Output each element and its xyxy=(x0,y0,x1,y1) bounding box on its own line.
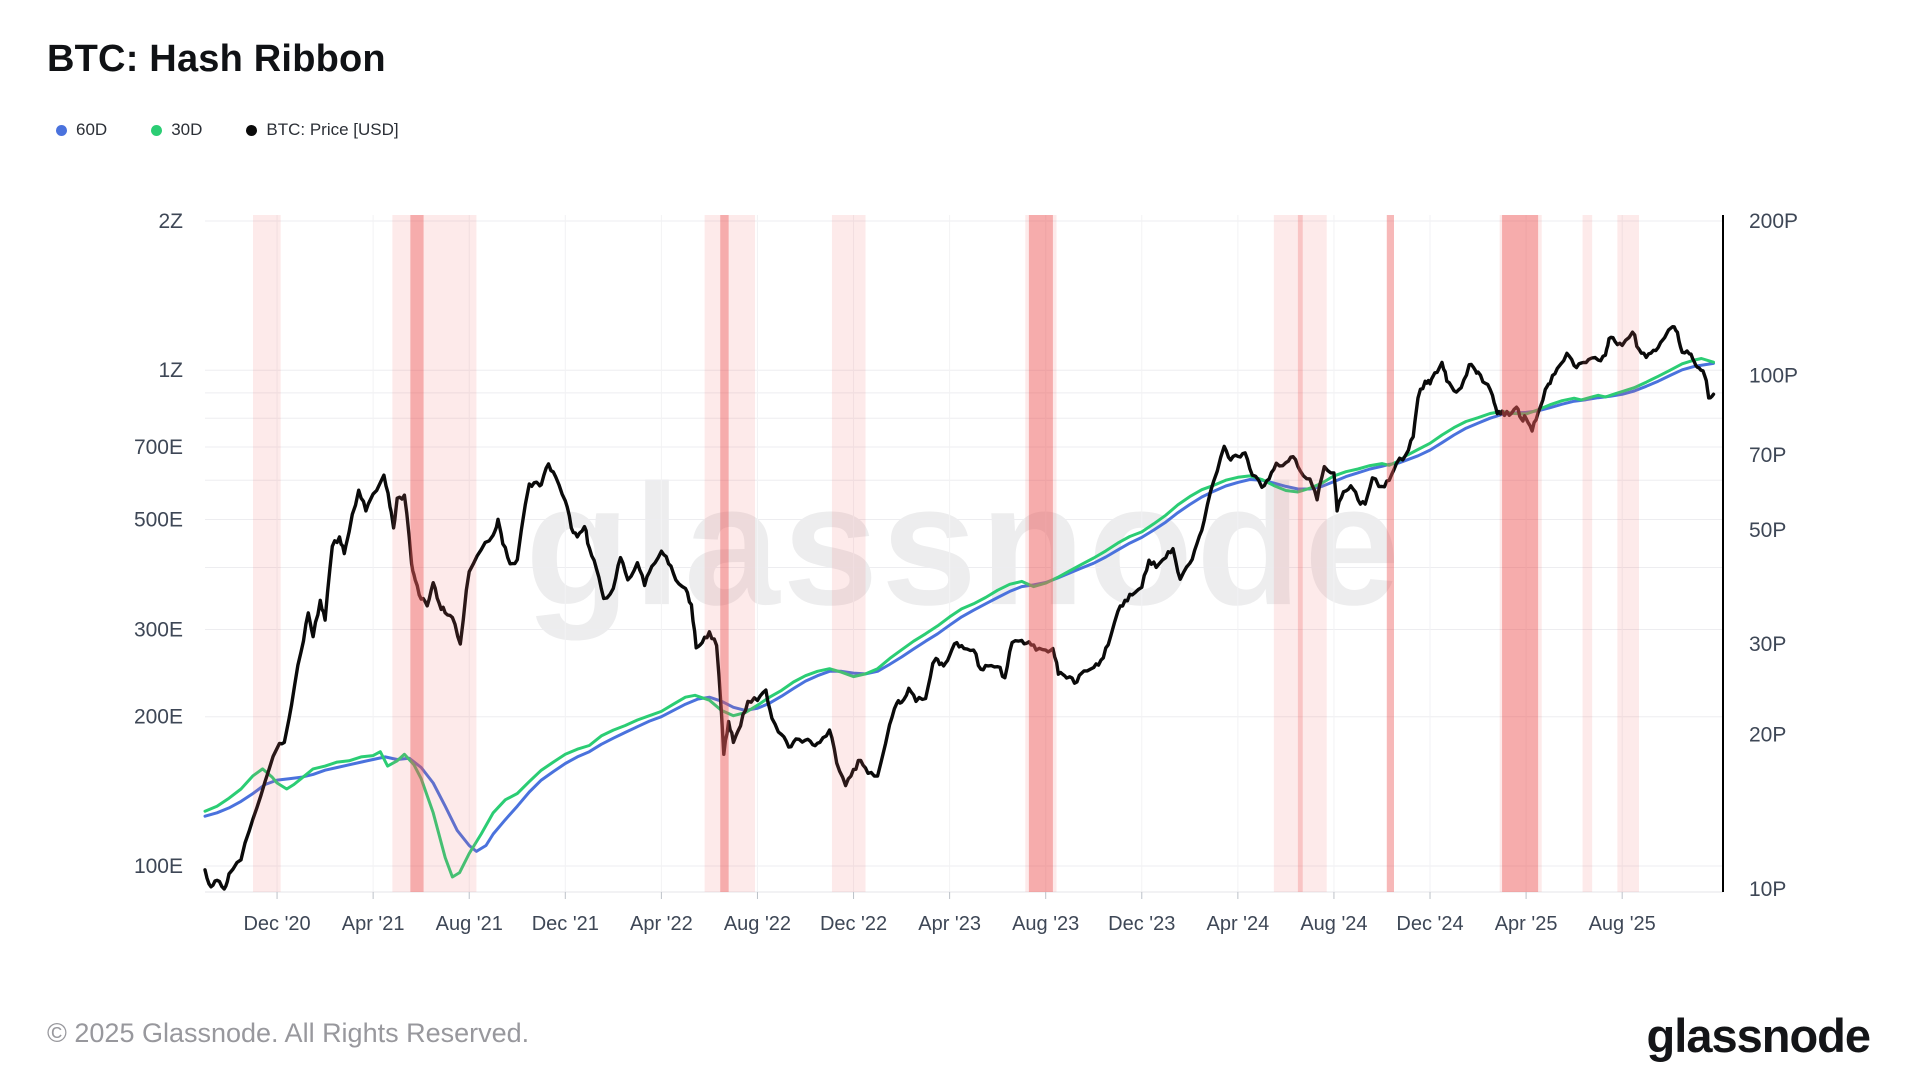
y-axis-left-label: 500E xyxy=(134,508,183,531)
footer-copyright: © 2025 Glassnode. All Rights Reserved. xyxy=(47,1018,530,1048)
y-axis-right-label: 30P xyxy=(1749,633,1786,656)
chart-legend: 60D 30D BTC: Price [USD] xyxy=(56,120,399,140)
legend-item-btc-price[interactable]: BTC: Price [USD] xyxy=(246,120,399,140)
y-axis-right-label: 100P xyxy=(1749,365,1798,388)
y-axis-left-label: 300E xyxy=(134,618,183,641)
legend-dot-btc-price-icon xyxy=(246,124,258,136)
x-axis-label: Aug '24 xyxy=(1300,913,1367,935)
legend-dot-30d-icon xyxy=(151,124,163,136)
x-axis-label: Dec '24 xyxy=(1396,913,1463,935)
y-axis-right-label: 10P xyxy=(1749,878,1786,901)
series-line-btc-price-usd- xyxy=(203,325,1716,891)
capitulation-band-dark xyxy=(1386,215,1394,892)
capitulation-band-light xyxy=(1582,215,1593,892)
x-axis-label: Apr '21 xyxy=(342,913,405,935)
capitulation-band-dark xyxy=(720,215,729,892)
capitulation-band-dark xyxy=(1502,215,1539,892)
legend-item-60d[interactable]: 60D xyxy=(56,120,107,140)
capitulation-band-light xyxy=(253,215,281,892)
legend-dot-60d-icon xyxy=(56,124,67,136)
x-axis-label: Aug '21 xyxy=(436,913,503,935)
capitulation-band-light xyxy=(392,215,477,892)
legend-label-30d: 30D xyxy=(171,120,203,139)
capitulation-band-dark xyxy=(1028,215,1053,892)
x-axis-label: Apr '22 xyxy=(630,913,693,935)
x-axis-label: Aug '23 xyxy=(1012,913,1079,935)
x-axis-label: Dec '22 xyxy=(820,913,887,935)
y-axis-left-label: 700E xyxy=(134,436,183,459)
legend-label-btc-price: BTC: Price [USD] xyxy=(266,120,399,139)
capitulation-band-light xyxy=(1025,215,1057,892)
series-line-30d xyxy=(203,357,1715,879)
y-axis-left-label: 100E xyxy=(134,855,183,878)
page-title: BTC: Hash Ribbon xyxy=(47,38,386,80)
y-axis-right-label: 70P xyxy=(1749,444,1786,467)
x-axis-label: Aug '22 xyxy=(724,913,791,935)
capitulation-band-light xyxy=(1499,215,1542,892)
y-axis-right-label: 200P xyxy=(1749,210,1798,233)
capitulation-band-medium xyxy=(1297,215,1303,892)
x-axis-label: Apr '25 xyxy=(1495,913,1558,935)
y-axis-left-label: 2Z xyxy=(158,210,183,233)
series-line-60d xyxy=(203,361,1715,853)
capitulation-band-light xyxy=(831,215,866,892)
x-axis-label: Dec '20 xyxy=(243,913,310,935)
capitulation-band-dark xyxy=(410,215,424,892)
x-axis-label: Dec '23 xyxy=(1108,913,1175,935)
x-axis-label: Dec '21 xyxy=(532,913,599,935)
capitulation-band-light xyxy=(1617,215,1639,892)
capitulation-band-light xyxy=(704,215,756,892)
y-axis-right-label: 20P xyxy=(1749,723,1786,746)
x-axis-label: Aug '25 xyxy=(1589,913,1656,935)
capitulation-band-light xyxy=(1273,215,1327,892)
y-axis-right-label: 50P xyxy=(1749,519,1786,542)
legend-item-30d[interactable]: 30D xyxy=(151,120,202,140)
glassnode-logo: glassnode xyxy=(1646,1009,1871,1062)
x-axis-label: Apr '24 xyxy=(1206,913,1269,935)
x-axis-label: Apr '23 xyxy=(918,913,981,935)
y-axis-left-label: 200E xyxy=(134,706,183,729)
legend-label-60d: 60D xyxy=(76,120,108,139)
y-axis-left-label: 1Z xyxy=(158,359,183,382)
